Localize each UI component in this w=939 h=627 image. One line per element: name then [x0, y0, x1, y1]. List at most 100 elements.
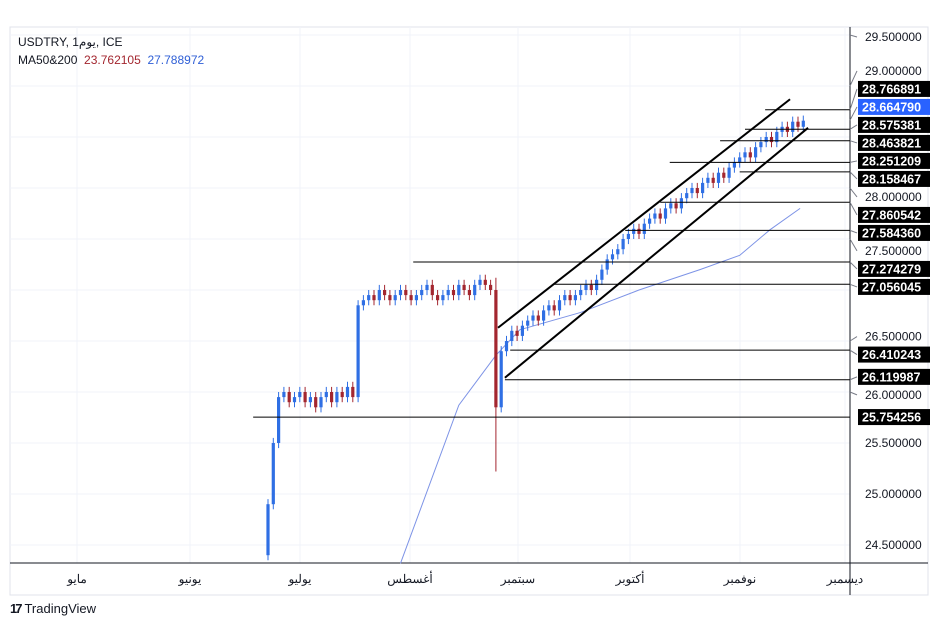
candle-body — [356, 305, 360, 398]
candle-body — [610, 254, 615, 260]
candle-body — [494, 290, 498, 408]
candle-body — [520, 325, 524, 336]
level-price-label: 28.575381 — [862, 118, 921, 132]
candle-body — [642, 223, 646, 234]
candle-body — [451, 290, 456, 296]
label-leader-line — [849, 34, 858, 38]
label-leader-line — [849, 391, 858, 396]
candle-body — [738, 157, 742, 163]
candle-body — [775, 131, 779, 143]
candle-body — [377, 290, 381, 301]
candle-body — [796, 121, 800, 127]
candle-body — [340, 392, 344, 398]
candle-body — [764, 137, 768, 143]
candle-body — [303, 392, 307, 403]
level-price-label-bg — [858, 260, 930, 277]
candle-body — [489, 284, 493, 290]
ma50-value: 23.762105 — [84, 53, 141, 67]
candle-body — [504, 341, 509, 352]
label-leader-line — [849, 124, 858, 130]
level-price-label: 26.410243 — [862, 348, 921, 362]
candle-body — [409, 295, 413, 301]
moving-average-line — [400, 207, 801, 564]
label-leader-line — [849, 140, 858, 144]
x-tick-label: نوفمبر — [723, 572, 756, 586]
ma-label: MA50&200 — [18, 53, 78, 67]
x-tick-label: سبتمبر — [500, 572, 535, 586]
candle-body — [473, 284, 477, 296]
candle-body — [483, 279, 487, 285]
tradingview-logo[interactable]: 17 TradingView — [10, 601, 96, 616]
candle-body — [674, 203, 678, 209]
candle-body — [536, 315, 540, 321]
candle-body — [282, 392, 286, 398]
candle-body — [335, 392, 339, 403]
label-leader-line — [849, 336, 858, 342]
current-price-label-bg — [858, 98, 930, 115]
level-price-label-bg — [858, 224, 930, 241]
candle-body — [579, 290, 583, 296]
candle-body — [669, 203, 673, 209]
candle-body — [653, 213, 657, 219]
candle-body — [467, 290, 471, 296]
candle-body — [584, 284, 588, 290]
candle-body — [542, 310, 546, 321]
candle-body — [478, 279, 482, 285]
candle-body — [287, 392, 291, 403]
label-leader-line — [849, 229, 858, 234]
x-tick-label: مايو — [66, 572, 87, 586]
candle-body — [436, 295, 440, 301]
candle-body — [398, 290, 403, 296]
level-price-label: 28.463821 — [862, 136, 921, 150]
x-tick-label: أغسطس — [387, 571, 432, 586]
candle-body — [759, 142, 763, 148]
label-leader-line — [849, 201, 858, 216]
candle-body — [314, 397, 318, 408]
candle-body — [701, 182, 705, 194]
level-price-label-bg — [858, 368, 930, 385]
y-tick-label: 25.000000 — [865, 487, 922, 501]
candle-body — [462, 284, 466, 290]
label-leader-line — [849, 70, 858, 87]
level-price-label: 25.754256 — [862, 411, 921, 425]
candle-body — [345, 386, 350, 398]
candle-body — [754, 147, 758, 158]
candle-body — [388, 295, 392, 301]
label-leader-line — [849, 376, 858, 381]
candle-body — [595, 279, 599, 290]
level-price-label-bg — [858, 80, 930, 97]
level-price-label-bg — [858, 409, 930, 426]
candle-body — [441, 295, 445, 301]
y-tick-label: 25.500000 — [865, 436, 922, 450]
y-tick-label: 28.000000 — [865, 190, 922, 204]
candle-body — [308, 397, 312, 403]
candle-body — [626, 233, 630, 239]
x-tick-label: يوليو — [287, 572, 311, 586]
candle-body — [526, 320, 530, 326]
candle-body — [430, 284, 434, 296]
candle-body — [616, 249, 620, 255]
candle-body — [732, 162, 736, 168]
candle-body — [298, 392, 302, 398]
candle-body — [716, 172, 721, 183]
candle-body — [722, 172, 726, 178]
label-leader-line — [849, 160, 858, 163]
level-price-label: 28.251209 — [862, 154, 921, 168]
tradingview-logo-icon: 17 — [10, 601, 23, 616]
candle-body — [727, 167, 731, 178]
candle-body — [568, 295, 572, 301]
brand-name: TradingView — [24, 601, 97, 616]
candle-body — [372, 295, 376, 301]
candle-body — [330, 392, 334, 403]
candle-body — [600, 269, 604, 280]
candle-body — [547, 305, 551, 311]
candle-body — [632, 228, 636, 234]
level-price-label: 27.860542 — [862, 208, 921, 222]
label-leader-line — [849, 261, 858, 270]
candle-body — [685, 193, 689, 199]
candle-body — [271, 443, 275, 505]
candle-body — [552, 305, 556, 311]
candle-body — [769, 137, 774, 143]
candle-body — [383, 290, 387, 296]
